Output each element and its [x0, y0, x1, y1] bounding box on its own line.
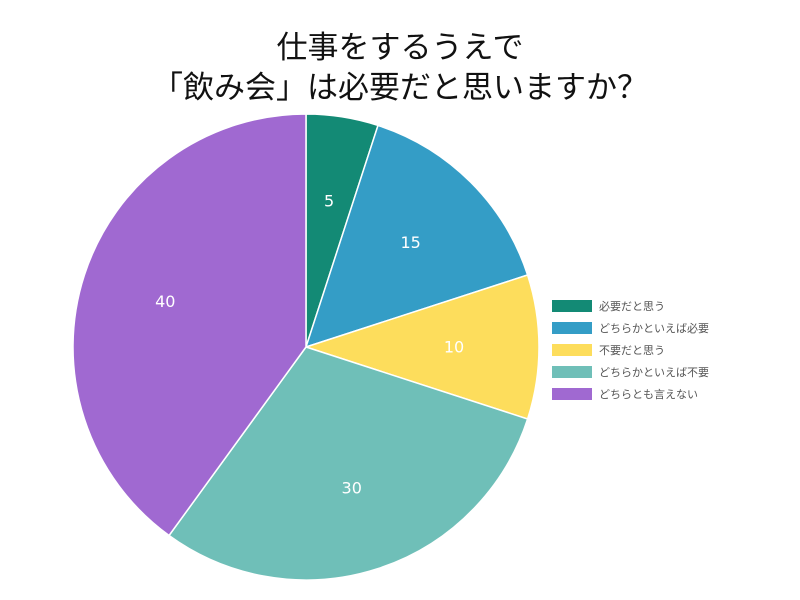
legend-label: どちらかといえば必要: [599, 322, 709, 335]
legend-item: 不要だと思う: [552, 339, 709, 361]
legend-label: 必要だと思う: [599, 300, 665, 313]
legend-label: 不要だと思う: [599, 344, 665, 357]
slice-data-label: 10: [444, 338, 464, 357]
legend-item: どちらかといえば不要: [552, 361, 709, 383]
legend-label: どちらかといえば不要: [599, 366, 709, 379]
slice-data-label: 15: [400, 233, 420, 252]
pie-slice: [304, 124, 529, 349]
slice-data-label: 30: [342, 478, 362, 497]
chart-title-line-1: 仕事をするうえで: [276, 30, 524, 66]
slice-data-label: 5: [324, 191, 334, 210]
legend-swatch: [552, 300, 592, 312]
pie-slice: [72, 113, 307, 537]
pie-slice: [167, 346, 529, 581]
legend-swatch: [552, 366, 592, 378]
pie-slice: [303, 274, 540, 420]
legend-swatch: [552, 388, 592, 400]
slice-data-label: 40: [155, 292, 175, 311]
legend: 必要だと思うどちらかといえば必要 不要だと思うどちらかといえば不要 どちらとも言えな…: [552, 295, 709, 405]
chart-title-line-2: 「飲み会」は必要だと思いますか？: [152, 70, 648, 106]
legend-item: 必要だと思う: [552, 295, 709, 317]
legend-item: どちらとも言えない: [552, 383, 709, 405]
legend-label: どちらとも言えない: [599, 388, 698, 401]
legend-item: どちらかといえば必要: [552, 317, 709, 339]
legend-swatch: [552, 344, 592, 356]
legend-swatch: [552, 322, 592, 334]
